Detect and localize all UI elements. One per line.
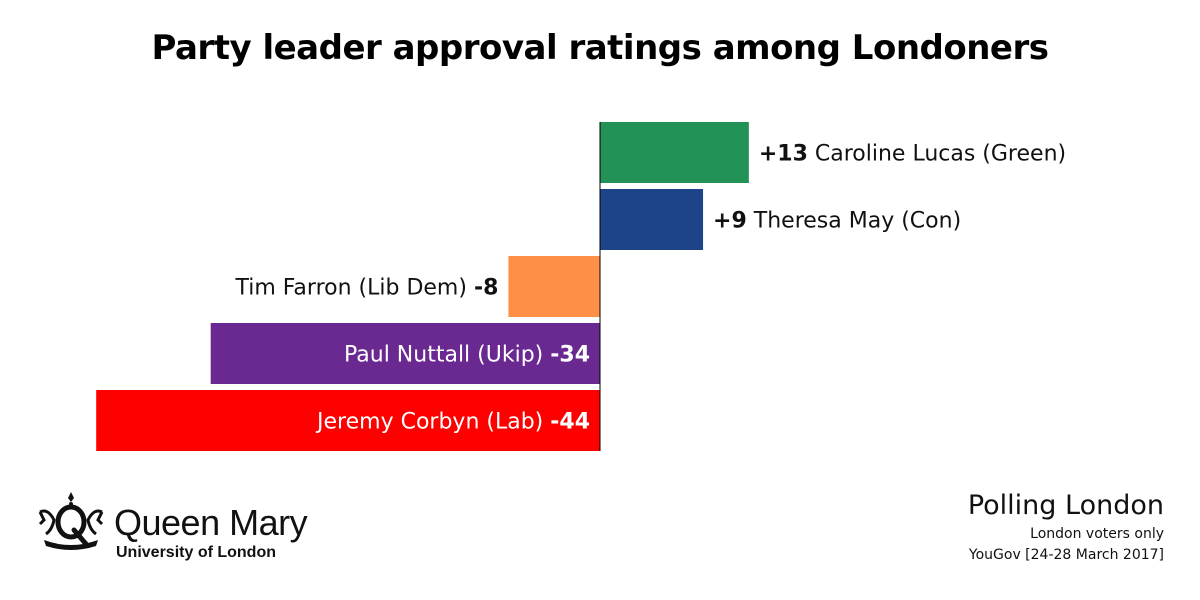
bar-jeremy-corbyn-lab [96, 390, 600, 451]
bar-category-label: Tim Farron (Lib Dem) [235, 276, 474, 301]
logo-name: Queen Mary [114, 502, 308, 543]
bar-caroline-lucas-green [600, 122, 749, 183]
bar-label-paul-nuttall-ukip: Paul Nuttall (Ukip) -34 [344, 343, 590, 368]
source-note: London voters only [1030, 526, 1164, 542]
bar-value-label: -34 [550, 343, 590, 368]
bar-category-label: Jeremy Corbyn (Lab) [315, 410, 550, 435]
queen-mary-logo: Queen Mary University of London [36, 490, 336, 570]
bar-category-label: Theresa May (Con) [747, 209, 961, 234]
bar-label-tim-farron-lib-dem: Tim Farron (Lib Dem) -8 [235, 276, 499, 301]
bar-label-theresa-may-con: +9 Theresa May (Con) [713, 209, 961, 234]
queen-mary-crown-crest-icon [38, 492, 104, 550]
bar-theresa-may-con [600, 189, 704, 250]
bar-paul-nuttall-ukip [210, 323, 600, 384]
bar-label-jeremy-corbyn-lab: Jeremy Corbyn (Lab) -44 [315, 410, 590, 435]
bar-category-label: Paul Nuttall (Ukip) [344, 343, 550, 368]
bar-label-caroline-lucas-green: +13 Caroline Lucas (Green) [759, 142, 1066, 167]
source-block: Polling London London voters only YouGov… [968, 488, 1164, 566]
logo-subtitle: University of London [116, 544, 276, 561]
bar-value-label: +13 [759, 142, 808, 167]
source-citation: YouGov [24-28 March 2017] [968, 547, 1164, 563]
bar-value-label: -44 [550, 410, 590, 435]
bar-category-label: Caroline Lucas (Green) [808, 142, 1066, 167]
chart-title: Party leader approval ratings among Lond… [151, 28, 1049, 68]
bar-value-label: +9 [713, 209, 747, 234]
source-title: Polling London [967, 490, 1164, 521]
bar-tim-farron-lib-dem [508, 256, 600, 317]
bar-value-label: -8 [474, 276, 498, 301]
